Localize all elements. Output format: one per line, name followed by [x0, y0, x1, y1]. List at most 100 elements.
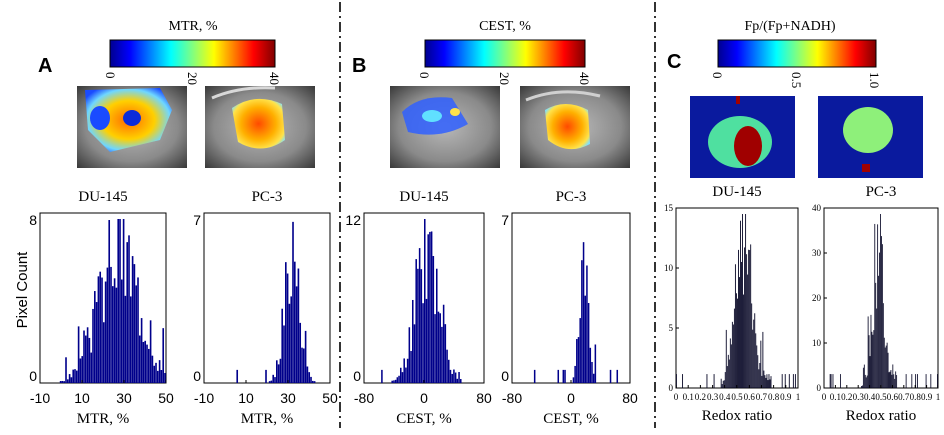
- histogram-bar: [744, 247, 746, 388]
- histogram-bar: [761, 375, 763, 388]
- x-tick-label: 0.6: [887, 392, 899, 402]
- histogram-bar: [682, 374, 684, 388]
- histogram-bar: [880, 214, 881, 388]
- x-tick-label: 10: [74, 390, 90, 406]
- y-tick-label: 7: [193, 212, 201, 228]
- histogram-bar: [788, 374, 790, 388]
- histogram-bar: [444, 324, 447, 383]
- histogram-bar: [871, 331, 873, 388]
- histogram-bar: [95, 302, 98, 383]
- histogram-bar: [427, 234, 429, 383]
- histogram-bar: [288, 303, 291, 383]
- histogram-bar: [733, 308, 735, 388]
- histogram-bar: [236, 369, 239, 383]
- histogram-bar: [413, 324, 416, 383]
- histogram-bar: [829, 374, 831, 388]
- x-tick-label: 0.9: [921, 392, 933, 402]
- histogram-bar: [592, 373, 595, 383]
- histogram-bar: [425, 298, 428, 383]
- histogram-bar: [769, 379, 771, 388]
- histogram-bar: [930, 374, 932, 388]
- histogram-bar: [725, 329, 727, 388]
- histogram-bar: [285, 262, 287, 383]
- histogram-bar: [720, 378, 722, 388]
- x-tick-label: 0.1: [830, 392, 841, 402]
- histogram-bar: [61, 380, 64, 383]
- y-tick-label: 8: [29, 212, 37, 228]
- histogram-bar: [878, 275, 879, 388]
- histogram-bar: [122, 219, 125, 383]
- histogram-bar: [381, 369, 383, 383]
- histogram-bar: [417, 268, 419, 383]
- histogram-bar: [85, 335, 87, 383]
- colorbar-tick-a: 0: [103, 72, 118, 79]
- histogram-bar: [765, 377, 767, 388]
- histogram-bar: [79, 358, 82, 383]
- histogram-bar: [279, 358, 282, 383]
- histogram-bar: [572, 377, 575, 383]
- histogram-bar: [764, 375, 766, 388]
- histogram-bar: [81, 356, 84, 383]
- histogram-bar: [706, 374, 708, 388]
- histogram-bar: [915, 374, 917, 388]
- histogram-bar: [755, 333, 757, 388]
- histogram-bar: [308, 372, 311, 383]
- histogram-bar: [735, 293, 737, 388]
- x-tick-label: 50: [322, 390, 338, 406]
- histogram-bar: [734, 264, 736, 388]
- histogram-bar: [533, 369, 536, 383]
- histogram-bar: [297, 268, 300, 383]
- y-tick-label: 5: [669, 323, 674, 333]
- histogram-bar: [883, 337, 885, 388]
- histogram-title: PC-3: [866, 184, 897, 200]
- histogram-bar: [582, 242, 585, 383]
- histogram-bar: [579, 318, 581, 383]
- histogram-bar: [67, 379, 69, 383]
- histogram-bar: [869, 356, 871, 388]
- histogram-bar: [766, 374, 768, 388]
- histogram-bar: [867, 316, 869, 388]
- mri-image-pc3-a: [205, 86, 315, 168]
- x-tick-label: -10: [30, 390, 50, 406]
- histogram-bar: [576, 339, 578, 383]
- x-tick-label: 0.6: [744, 392, 756, 402]
- histogram-bar: [758, 369, 760, 388]
- colorbar-a: [109, 39, 276, 68]
- histogram-bar: [436, 268, 438, 383]
- histogram-bar: [864, 374, 866, 388]
- x-tick-label: 30: [280, 390, 296, 406]
- histogram-bar: [889, 371, 891, 388]
- histogram-bar: [301, 347, 303, 383]
- histogram-bar: [911, 374, 913, 388]
- histogram-bar: [449, 369, 452, 383]
- histogram-bar: [581, 260, 583, 383]
- colorbar-title-b: CEST, %: [479, 19, 531, 34]
- histogram-bar: [862, 385, 863, 388]
- x-axis-label: Redox ratio: [702, 408, 772, 424]
- histogram-bar: [133, 264, 136, 383]
- histogram-bar: [108, 220, 111, 383]
- histogram-bar: [740, 220, 741, 388]
- x-tick-label: 0.9: [780, 392, 792, 402]
- histogram-bar: [422, 303, 424, 383]
- histogram-bar: [726, 366, 728, 388]
- histogram-bar: [135, 285, 138, 383]
- histogram-bar: [587, 303, 590, 383]
- histogram-bar: [721, 384, 723, 388]
- histogram-bar: [728, 359, 730, 388]
- x-tick-label: 0.3: [707, 392, 719, 402]
- histogram-bar: [400, 367, 402, 383]
- histogram-bar: [117, 219, 120, 383]
- histogram-bar: [760, 340, 762, 388]
- histogram-bar: [299, 322, 302, 383]
- histogram-bar: [770, 376, 772, 388]
- histogram-bar: [768, 374, 770, 388]
- colorbar-tick-c: 0.5: [789, 72, 804, 88]
- histogram-bar: [754, 313, 756, 388]
- histogram-title: DU-145: [78, 189, 127, 205]
- histogram-bar: [290, 296, 293, 383]
- histogram-bar: [781, 374, 783, 388]
- x-axis-label: Redox ratio: [846, 408, 916, 424]
- histogram-bar: [882, 303, 884, 388]
